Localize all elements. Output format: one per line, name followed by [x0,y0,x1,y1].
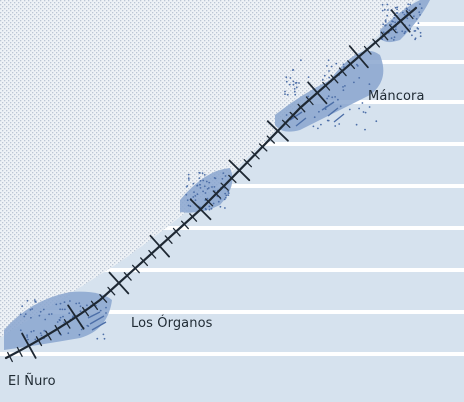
road-tick [21,332,37,359]
road-tick [107,286,116,296]
place-label-mancora: Máncora [368,89,425,104]
road-tick [251,151,260,160]
road-tick [322,81,331,91]
coastal-zone-los-organos [4,291,112,350]
road-tick [228,159,251,182]
road-tick [372,38,381,48]
road-tick [148,249,157,259]
road-tick [281,119,291,128]
road-tick [228,174,237,184]
road-tick [82,306,90,317]
road-tick [108,271,130,295]
road-tick [45,330,52,341]
road-tick [54,324,62,335]
road-tick [35,336,43,347]
coastal-road [4,6,418,363]
road-tick [16,346,23,357]
road-tick [220,182,229,191]
road-tick [266,120,289,142]
road-tick [347,60,356,70]
place-label-los-organos: Los Órganos [131,316,213,331]
coastal-zone-north [380,0,430,43]
road-tick [7,351,13,363]
road-tick [180,220,189,230]
road-tick [338,67,347,77]
road-tick [363,45,372,55]
zone-hatching [87,101,345,331]
road-tick [258,143,268,152]
road-tick [390,9,411,33]
coastal-zone-mancora [275,50,384,132]
road-tick [90,300,99,311]
road-tick [212,190,222,199]
road-tick [172,227,181,237]
road-tick [348,45,369,69]
road-tick [388,24,397,34]
road-tick [67,304,85,330]
road-tick [149,234,171,258]
road-tick [131,264,140,274]
road-tick [243,159,253,168]
road-tick [307,81,328,105]
road-tick [99,294,108,303]
road-tick [164,235,173,244]
road-tick [189,213,198,222]
road-tick [204,198,214,207]
road-tick [289,111,299,120]
road-tick [297,103,306,113]
road-tick [266,135,276,144]
road-tick [380,31,389,41]
road-tick [189,198,212,221]
road-tick [405,10,414,20]
place-label-el-nuro: El Ñuro [8,374,56,389]
road-tick [63,319,71,329]
road-tick [123,272,132,281]
road-tick [330,74,339,84]
road-tick [140,257,149,267]
road-tick [305,96,314,106]
